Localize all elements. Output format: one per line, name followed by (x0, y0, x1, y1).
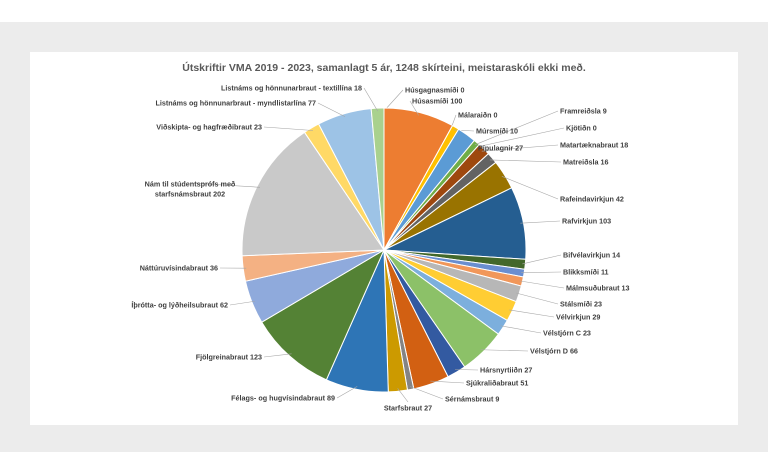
leader-line (229, 300, 255, 306)
leader-line (480, 349, 529, 352)
pie-slice (261, 248, 386, 381)
data-label: Rafvirkjun 103 (562, 216, 612, 226)
data-label: Matreiðsla 16 (563, 157, 609, 167)
data-label: Blikksmíði 11 (563, 267, 609, 277)
leader-line (481, 144, 559, 152)
leader-line (263, 126, 314, 131)
data-label: Vélvirkjun 29 (556, 312, 601, 322)
leader-line (363, 87, 378, 112)
leader-line (522, 254, 562, 265)
data-label: Félags- og hugvísindabraut 89 (231, 393, 335, 403)
leader-line (516, 292, 559, 305)
data-label: Málaraiðn 0 (458, 110, 498, 120)
leader-line (189, 182, 260, 188)
data-label: Matartæknabraut 18 (560, 140, 629, 150)
data-label: Pípulagnir 27 (478, 143, 524, 153)
data-label: Nám til stúdentsprófs með starfsnámsbrau… (144, 179, 236, 198)
leader-line (521, 271, 562, 273)
data-label: Fjölgreinabraut 123 (195, 352, 262, 362)
leader-line (520, 220, 561, 224)
data-label: Listnáms og hönnunarbraut - myndlistarlí… (155, 98, 316, 108)
data-label: Íþrótta- og lýðheilsubraut 62 (131, 300, 228, 310)
data-label: Bifvélavirkjun 14 (563, 250, 621, 260)
leader-line (474, 110, 559, 146)
leader-line (519, 280, 565, 289)
data-label: Málmsuðubraut 13 (566, 283, 630, 293)
leader-line (500, 325, 542, 334)
leader-line (489, 159, 562, 163)
leader-line (397, 388, 409, 403)
data-label: Starfsbraut 27 (383, 403, 433, 413)
data-label: Húsasmíði 100 (412, 96, 463, 106)
data-label: Kjötiðn 0 (566, 123, 597, 133)
data-label: Framreiðsla 9 (560, 106, 607, 116)
leader-line (409, 100, 419, 116)
data-label: Listnáms og hönnunarbraut - textillína 1… (221, 83, 362, 93)
leader-line (477, 127, 565, 148)
data-label: Hársnyrtiiðn 27 (480, 365, 533, 375)
data-label: Vélstjórn D 66 (530, 346, 578, 356)
data-label: Húsgagnasmíði 0 (405, 85, 465, 95)
leader-line (263, 353, 292, 358)
leader-line (455, 369, 479, 371)
data-label: Sjúkraliðabraut 51 (466, 378, 529, 388)
pie-slice (241, 131, 385, 257)
leader-line (454, 129, 475, 132)
leader-line (430, 380, 465, 384)
chart-title: Útskriftir VMA 2019 - 2023, samanlagt 5 … (182, 62, 586, 74)
leader-line (509, 309, 555, 318)
data-label: Viðskipta- og hagfræðibraut 23 (156, 122, 262, 132)
data-label: Stálsmíði 23 (560, 299, 602, 309)
data-label: Náttúruvísindabraut 36 (139, 263, 218, 273)
data-label: Sérnámsbraut 9 (445, 394, 500, 404)
leader-line (501, 176, 559, 200)
pie-slice (370, 107, 385, 251)
leader-line (336, 386, 358, 399)
data-label: Vélstjórn C 23 (543, 328, 591, 338)
data-label: Múrsmíði 10 (476, 126, 518, 136)
leader-line (317, 102, 346, 117)
data-label: Rafeindavirkjun 42 (560, 194, 624, 204)
leader-line (409, 386, 444, 400)
leader-line (383, 89, 404, 112)
